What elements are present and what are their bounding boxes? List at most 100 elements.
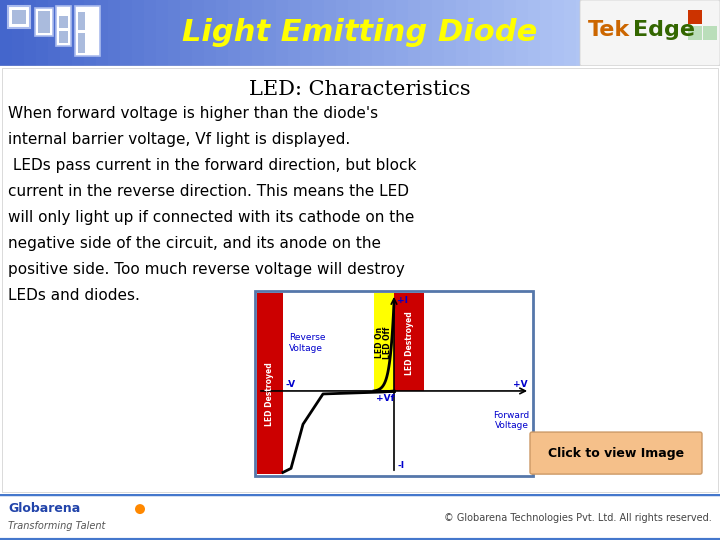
Text: positive side. Too much reverse voltage will destroy: positive side. Too much reverse voltage … [8, 262, 405, 277]
Bar [688, 10, 702, 24]
Bar [300, 0, 313, 66]
Text: Edge: Edge [633, 20, 695, 40]
Text: LED Destroyed: LED Destroyed [405, 311, 413, 375]
Text: +Vf: +Vf [376, 394, 395, 403]
Text: LED Off: LED Off [384, 327, 392, 359]
Text: Light Emitting Diode: Light Emitting Diode [182, 18, 538, 48]
Bar [35, 8, 53, 36]
Bar [168, 0, 181, 66]
Bar [576, 0, 589, 66]
Text: LEDs and diodes.: LEDs and diodes. [8, 288, 140, 303]
Bar [324, 0, 337, 66]
Bar [36, 0, 49, 66]
Bar [708, 0, 720, 66]
Text: will only light up if connected with its cathode on the: will only light up if connected with its… [8, 210, 415, 225]
Bar [60, 0, 73, 66]
Text: Click to view Image: Click to view Image [548, 447, 684, 460]
Bar [75, 6, 100, 56]
Bar [264, 0, 277, 66]
Bar [78, 33, 85, 53]
Bar [12, 10, 26, 24]
Text: Reverse
Voltage: Reverse Voltage [289, 333, 325, 353]
Text: Globarena: Globarena [8, 502, 80, 515]
Text: Tek: Tek [588, 20, 630, 40]
Bar [228, 0, 241, 66]
Bar [660, 0, 673, 66]
Text: negative side of the circuit, and its anode on the: negative side of the circuit, and its an… [8, 236, 381, 251]
Text: LEDs pass current in the forward direction, but block: LEDs pass current in the forward directi… [8, 158, 416, 173]
Text: +V: +V [513, 380, 528, 389]
Bar [648, 0, 661, 66]
Text: LED On: LED On [376, 327, 384, 359]
Bar [408, 0, 421, 66]
Bar [257, 293, 283, 474]
Text: Transforming Talent: Transforming Talent [8, 521, 105, 531]
FancyBboxPatch shape [580, 0, 720, 66]
Circle shape [135, 504, 145, 514]
Bar [120, 0, 133, 66]
Text: internal barrier voltage, Vf light is displayed.: internal barrier voltage, Vf light is di… [8, 132, 350, 147]
Bar [59, 31, 68, 43]
Bar [492, 0, 505, 66]
Bar [348, 0, 361, 66]
Bar [156, 0, 169, 66]
Bar [204, 0, 217, 66]
Bar [528, 0, 541, 66]
Bar [624, 0, 637, 66]
Bar [312, 0, 325, 66]
Text: LED: Characteristics: LED: Characteristics [249, 80, 471, 99]
Bar [394, 293, 424, 391]
Bar [564, 0, 577, 66]
Text: -I: -I [397, 461, 404, 470]
Bar [516, 0, 529, 66]
Text: +I: +I [397, 296, 408, 305]
Bar [672, 0, 685, 66]
Bar [360, 0, 373, 66]
Bar [480, 0, 493, 66]
Bar [374, 293, 394, 391]
Bar [588, 0, 601, 66]
Bar [108, 0, 121, 66]
Bar [180, 0, 193, 66]
Bar [252, 0, 265, 66]
Bar [384, 0, 397, 66]
Bar [540, 0, 553, 66]
Bar [552, 0, 565, 66]
Bar [84, 0, 97, 66]
Bar [636, 0, 649, 66]
Text: Forward
Voltage: Forward Voltage [492, 411, 529, 430]
Text: When forward voltage is higher than the diode's: When forward voltage is higher than the … [8, 106, 378, 121]
Bar [456, 0, 469, 66]
Bar [24, 0, 37, 66]
Bar [696, 0, 709, 66]
Bar [684, 0, 697, 66]
Bar [612, 0, 625, 66]
Text: current in the reverse direction. This means the LED: current in the reverse direction. This m… [8, 184, 409, 199]
Bar [276, 0, 289, 66]
Bar [132, 0, 145, 66]
Bar [0, 0, 13, 66]
Bar [96, 0, 109, 66]
Bar [192, 0, 205, 66]
FancyBboxPatch shape [530, 432, 702, 474]
Bar [432, 0, 445, 66]
Bar [48, 0, 61, 66]
Bar [255, 291, 533, 476]
Bar [78, 12, 85, 30]
Bar [12, 0, 25, 66]
Bar [288, 0, 301, 66]
Bar [372, 0, 385, 66]
Bar [8, 6, 30, 28]
Text: -V: -V [285, 380, 295, 389]
Bar [504, 0, 517, 66]
Bar [600, 0, 613, 66]
Bar [420, 0, 433, 66]
Bar [468, 0, 481, 66]
Bar [216, 0, 229, 66]
Bar [144, 0, 157, 66]
Bar [336, 0, 349, 66]
Bar [72, 0, 85, 66]
Bar [59, 16, 68, 28]
Text: LED Destroyed: LED Destroyed [266, 362, 274, 426]
Bar [580, 0, 720, 66]
